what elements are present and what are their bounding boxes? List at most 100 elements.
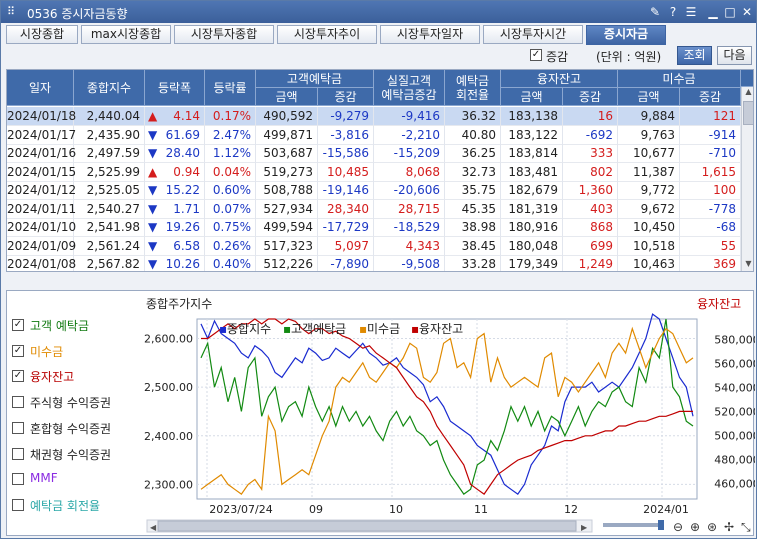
series-toggle-label: 미수금 — [30, 344, 64, 359]
cell-deposit-amount: 508,788 — [256, 181, 318, 200]
cell-real-deposit-value: 28,715 — [398, 201, 440, 216]
legend-marker: ▪ — [411, 322, 419, 336]
cell-margin-delta-value: 16 — [597, 109, 613, 123]
col-margin[interactable]: 융자잔고 — [501, 70, 618, 88]
cell-margin-amount: 179,349 — [501, 255, 563, 271]
cell-index: 2,440.04 — [74, 107, 145, 126]
cell-index: 2,497.59 — [74, 144, 145, 163]
col-unpaid-delta[interactable]: 증감 — [680, 88, 741, 106]
series-checkbox[interactable]: ✓ — [12, 370, 24, 383]
zoom-fit-icon[interactable]: ⊛ — [707, 520, 717, 534]
zoom-slider[interactable] — [603, 523, 663, 527]
cell-unpaid-amount: 10,518 — [618, 236, 680, 256]
cell-deposit-delta: -9,279 — [318, 107, 374, 126]
series-checkbox[interactable] — [12, 396, 24, 409]
table-row[interactable]: 2024/01/15 2,525.99 ▲ 0.94 0.04% 519,273 10,48… — [7, 162, 741, 182]
minimize-icon[interactable]: ▁ — [708, 5, 718, 19]
close-icon[interactable]: ✕ — [741, 5, 753, 19]
cell-margin-delta: 868 — [563, 218, 618, 237]
cell-unpaid-delta: 100 — [680, 181, 741, 200]
scroll-left-icon[interactable]: ◀ — [150, 523, 157, 532]
cell-change: ▼ 1.71 — [145, 199, 205, 219]
query-button[interactable]: 조회 — [677, 46, 712, 65]
cell-rate-value: 0.17% — [212, 109, 251, 123]
col-margin-delta[interactable]: 증감 — [563, 88, 618, 106]
toolbar: ✓ 증감 (단위 : 억원) 조회 다음 — [6, 45, 754, 67]
col-deposit[interactable]: 고객예탁금 — [256, 70, 374, 88]
table-row[interactable]: 2024/01/17 2,435.90 ▼ 61.69 2.47% 499,871 -3,8… — [7, 125, 741, 145]
pin-icon[interactable]: ✎ — [649, 5, 661, 19]
col-real-deposit[interactable]: 실질고객 예탁금증감 — [374, 70, 445, 106]
tab-market-investor-trend[interactable]: 시장투자추이 — [277, 25, 377, 44]
table-row[interactable]: 2024/01/18 2,440.04 ▲ 4.14 0.17% 490,592 -9,27… — [7, 107, 741, 126]
zoom-slider-handle[interactable] — [658, 520, 664, 530]
cell-deposit-amount: 499,871 — [256, 125, 318, 145]
series-checkbox[interactable]: ✓ — [12, 344, 24, 357]
scroll-down-icon[interactable]: ▼ — [745, 259, 752, 268]
zoom-out-icon[interactable]: ⊖ — [673, 520, 683, 534]
tab-market-investor-daily[interactable]: 시장투자일자 — [380, 25, 480, 44]
cell-margin-amount: 183,481 — [501, 162, 563, 182]
tab-market-investor-summary[interactable]: 시장투자종합 — [174, 25, 274, 44]
series-toggle-label: 고객 예탁금 — [30, 319, 90, 333]
col-date[interactable]: 일자 — [7, 70, 74, 106]
cell-deposit-delta: -17,729 — [318, 218, 374, 237]
cell-real-deposit-value: 4,343 — [405, 238, 440, 253]
change-checkbox[interactable]: ✓ — [530, 49, 542, 61]
scroll-right-icon[interactable]: ▶ — [581, 523, 588, 532]
chart-scroll-thumb[interactable] — [157, 520, 577, 532]
tab-market-summary[interactable]: 시장종합 — [6, 25, 78, 44]
table-row[interactable]: 2024/01/16 2,497.59 ▼ 28.40 1.12% 503,687 -15,… — [7, 144, 741, 163]
settings-icon[interactable]: ☰ — [685, 5, 697, 19]
cell-deposit-amount-value: 499,871 — [263, 127, 313, 142]
col-unpaid-amount[interactable]: 금액 — [618, 88, 680, 106]
col-margin-amount[interactable]: 금액 — [501, 88, 563, 106]
down-arrow-icon: ▼ — [148, 183, 158, 197]
right-axis-tick: 460,000 — [714, 477, 755, 490]
crosshair-icon[interactable]: ✢ — [724, 520, 734, 534]
scroll-thumb[interactable] — [743, 101, 753, 125]
cell-index: 2,435.90 — [74, 125, 145, 145]
cell-unpaid-delta-value: -710 — [708, 146, 736, 160]
col-turnover[interactable]: 예탁금 회전율 — [445, 70, 501, 106]
cell-real-deposit: -9,416 — [374, 107, 445, 126]
tab-max-market-summary[interactable]: max시장종합 — [81, 25, 171, 44]
series-checkbox[interactable] — [12, 447, 24, 460]
cell-rate-value: 2.47% — [212, 127, 251, 142]
resize-icon[interactable]: ⤡ — [741, 520, 751, 534]
col-unpaid[interactable]: 미수금 — [618, 70, 741, 88]
col-rate[interactable]: 등락률 — [205, 70, 256, 106]
maximize-icon[interactable]: □ — [724, 5, 736, 19]
help-icon[interactable]: ? — [669, 5, 677, 19]
col-deposit-delta[interactable]: 증감 — [318, 88, 374, 106]
table-row[interactable]: 2024/01/08 2,567.82 ▼ 10.26 0.40% 512,226 -7,8… — [7, 255, 741, 271]
table-row[interactable]: 2024/01/09 2,561.24 ▼ 6.58 0.26% 517,323 5,097… — [7, 236, 741, 256]
table-scrollbar[interactable]: ▲ ▼ — [741, 87, 753, 271]
cell-rate: 0.04% — [205, 162, 256, 182]
zoom-in-icon[interactable]: ⊕ — [690, 520, 700, 534]
col-deposit-amount[interactable]: 금액 — [256, 88, 318, 106]
cell-real-deposit-value: -9,416 — [401, 109, 440, 123]
tab-stock-funds[interactable]: 증시자금 — [586, 25, 666, 45]
col-index[interactable]: 종합지수 — [74, 70, 145, 106]
cell-rate: 0.17% — [205, 107, 256, 126]
col-change[interactable]: 등락폭 — [145, 70, 205, 106]
table-row[interactable]: 2024/01/10 2,541.98 ▼ 19.26 0.75% 499,594 -17,… — [7, 218, 741, 237]
table-row[interactable]: 2024/01/11 2,540.27 ▼ 1.71 0.07% 527,934 28,34… — [7, 199, 741, 219]
cell-deposit-amount: 490,592 — [256, 107, 318, 126]
series-checkbox[interactable] — [12, 498, 24, 511]
series-checkbox[interactable] — [12, 473, 24, 486]
cell-unpaid-amount: 11,387 — [618, 162, 680, 182]
scroll-up-icon[interactable]: ▲ — [745, 87, 752, 96]
tab-market-investor-time[interactable]: 시장투자시간 — [483, 25, 583, 44]
menu-grip-icon[interactable]: ⠿ — [7, 5, 16, 18]
down-arrow-icon: ▼ — [148, 201, 158, 216]
cell-date: 2024/01/09 — [7, 236, 76, 256]
down-arrow-icon: ▼ — [148, 127, 158, 142]
table-row[interactable]: 2024/01/12 2,525.05 ▼ 15.22 0.60% 508,788 -19,… — [7, 181, 741, 200]
series-checkbox[interactable]: ✓ — [12, 319, 24, 331]
next-button[interactable]: 다음 — [717, 46, 752, 65]
series-checkbox[interactable] — [12, 421, 24, 434]
line-chart[interactable]: 2,300.00 2,400.00 2,500.00 2,600.00 460,000 4… — [7, 291, 755, 537]
cell-rate-value: 0.40% — [212, 257, 251, 271]
